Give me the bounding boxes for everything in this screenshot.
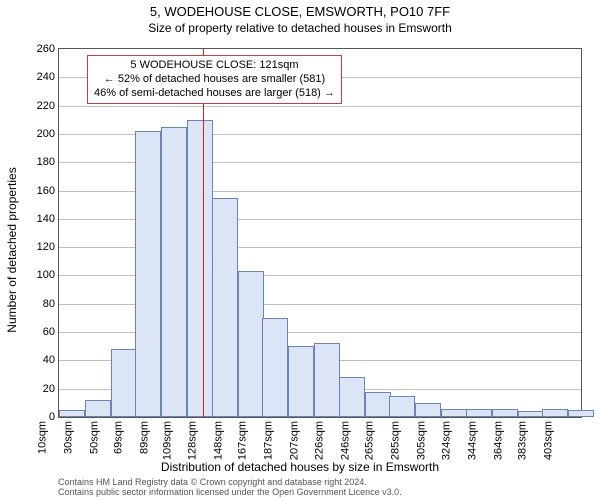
chart-container: 5, WODEHOUSE CLOSE, EMSWORTH, PO10 7FF S… [0,0,600,500]
histogram-bar [212,198,238,417]
annot-line2: ← 52% of detached houses are smaller (58… [94,73,335,87]
y-tick-label: 0 [49,411,59,423]
histogram-bar [389,396,415,417]
histogram-bar [135,131,161,417]
y-tick-label: 220 [37,100,59,112]
y-tick-label: 200 [37,128,59,140]
x-tick-label: 148sqm [212,421,224,460]
x-tick-label: 187sqm [263,421,275,460]
histogram-bar [492,409,518,417]
annot-line1: 5 WODEHOUSE CLOSE: 121sqm [94,59,335,73]
x-tick-label: 265sqm [364,421,376,460]
y-tick-label: 100 [37,269,59,281]
histogram-bar [568,410,594,417]
histogram-bar [59,410,85,417]
x-tick-label: 50sqm [88,421,100,454]
x-tick-label: 207sqm [289,421,301,460]
annotation-box: 5 WODEHOUSE CLOSE: 121sqm← 52% of detach… [87,55,342,104]
histogram-bar [187,120,213,417]
x-tick-label: 305sqm [416,421,428,460]
footer-attribution: Contains HM Land Registry data © Crown c… [58,478,402,498]
plot-area: 02040608010012014016018020022024026010sq… [58,48,582,418]
histogram-bar [111,349,137,417]
x-tick-label: 128sqm [186,421,198,460]
histogram-bar [262,318,288,417]
y-tick-label: 60 [43,326,59,338]
histogram-bar [365,392,391,417]
x-tick-label: 285sqm [390,421,402,460]
histogram-bar [288,346,314,417]
y-tick-label: 180 [37,156,59,168]
y-tick-label: 240 [37,71,59,83]
histogram-bar [339,377,365,417]
histogram-bar [161,127,187,417]
chart-title: 5, WODEHOUSE CLOSE, EMSWORTH, PO10 7FF [0,0,600,21]
chart-subtitle: Size of property relative to detached ho… [0,21,600,35]
x-tick-label: 383sqm [517,421,529,460]
y-tick-label: 140 [37,213,59,225]
y-tick-label: 160 [37,185,59,197]
x-tick-label: 246sqm [339,421,351,460]
y-tick-label: 40 [43,354,59,366]
y-axis-label: Number of detached properties [5,167,19,332]
annot-line3: 46% of semi-detached houses are larger (… [94,87,335,101]
histogram-bar [314,343,340,417]
y-tick-label: 80 [43,298,59,310]
histogram-bar [441,409,467,417]
x-tick-label: 364sqm [492,421,504,460]
histogram-bar [238,271,264,417]
x-tick-label: 324sqm [440,421,452,460]
x-tick-label: 344sqm [466,421,478,460]
y-tick-label: 260 [37,43,59,55]
histogram-bar [542,409,568,417]
x-tick-label: 226sqm [313,421,325,460]
histogram-bar [415,403,441,417]
histogram-bar [518,411,544,417]
gridline [59,106,581,107]
x-tick-label: 167sqm [237,421,249,460]
x-tick-label: 69sqm [113,421,125,454]
x-tick-label: 30sqm [62,421,74,454]
x-tick-label: 89sqm [139,421,151,454]
histogram-bar [466,409,492,417]
x-axis-label: Distribution of detached houses by size … [0,460,600,474]
x-tick-label: 10sqm [36,421,48,454]
y-tick-label: 120 [37,241,59,253]
x-tick-label: 403sqm [542,421,554,460]
x-tick-label: 109sqm [162,421,174,460]
footer-line2: Contains public sector information licen… [58,488,402,498]
y-tick-label: 20 [43,383,59,395]
histogram-bar [85,400,111,417]
